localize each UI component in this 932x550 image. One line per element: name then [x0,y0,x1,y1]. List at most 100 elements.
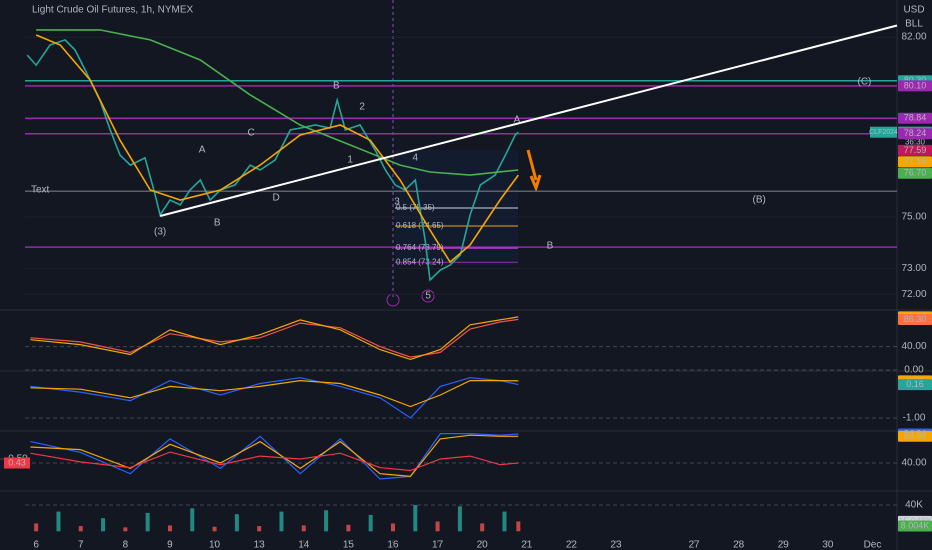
x-tick-label: 10 [209,540,221,550]
wave-label: A [514,115,521,126]
x-tick-label: 20 [477,540,489,550]
price-badge [898,128,932,140]
price-badge-label: 77.59 [904,145,927,155]
x-tick-label: 29 [778,540,790,550]
volume-bar [212,526,217,532]
series-line [26,38,519,282]
price-badge-label: 76.70 [904,168,927,178]
price-badge [898,156,932,168]
wave-label: (C) [857,77,871,88]
symbol-label: CLF2024 [869,129,898,136]
arrow [526,149,542,193]
wave-circle [421,289,435,303]
fib-label: 0.5 (75.35) [396,203,435,212]
price-badge-label: 78.84 [904,113,927,123]
y-tick-label: 73.00 [901,263,926,274]
y-tick-label: 40.00 [901,341,926,352]
price-badge [898,80,932,92]
price-badge [898,430,932,442]
volume-bar [390,523,395,532]
price-badge-label: 78.24 [904,128,927,138]
x-tick-label: 13 [254,540,266,550]
price-badge-label: 89.98 [904,431,927,441]
x-tick-label: 28 [733,540,745,550]
volume-bar [167,525,172,532]
left-badge [4,457,30,469]
volume-bar [301,525,306,532]
series-line [36,29,519,176]
x-tick-label: 7 [78,540,84,550]
x-tick-label: 30 [822,540,834,550]
countdown: 36:30 [905,137,926,146]
trend-line [159,24,898,217]
volume-bar [324,510,329,532]
wave-label: B [214,218,221,229]
y-tick-label: 82.00 [901,32,926,43]
volume-bar [502,511,507,532]
volume-bar [368,514,373,532]
y-tick-label: 75.00 [901,212,926,223]
price-badge-label: 80.30 [904,75,927,85]
fib-label: 0.618 (74.65) [396,221,444,230]
volume-bar [346,524,351,532]
volume-bar [279,511,284,532]
x-tick-label: 14 [298,540,310,550]
price-badge [898,379,932,391]
volume-bar [413,505,418,532]
volume-bar [101,518,106,532]
wave-label: (B) [753,195,766,206]
series-line [30,316,519,361]
price-badge [898,167,932,179]
price-badge [898,112,932,124]
wave-label: B [333,81,340,92]
currency: USD [903,5,924,16]
wave-label: 3 [394,197,400,208]
x-tick-label: 16 [387,540,399,550]
x-tick-label: 17 [432,540,444,550]
x-tick-label: Dec [864,540,882,550]
y-tick-label: 40.00 [901,458,926,469]
volume-bar [78,526,83,532]
x-tick-label: 21 [521,540,533,550]
volume-bar [190,508,195,532]
wave-label: D [273,193,280,204]
volume-bar [257,526,262,532]
price-badge [898,313,932,325]
y-tick-label: 40K [905,500,923,511]
x-tick-label: 6 [33,540,39,550]
series-line [35,34,519,264]
wave-label: 2 [359,102,365,113]
fib-label: 0.854 (73.24) [396,257,444,266]
price-badge-label: 86.30 [904,314,927,324]
unit: BLL [905,19,923,30]
volume-bar [480,523,485,532]
wave-label: 1 [347,155,353,166]
x-tick-label: 9 [167,540,173,550]
chart-title: Light Crude Oil Futures, 1h, NYMEX [32,5,194,16]
price-badge [898,144,932,156]
wave-label: B [547,241,554,252]
volume-bar [145,512,150,532]
volume-bar [516,521,521,532]
wave-label: Text [31,185,50,196]
x-tick-label: 15 [343,540,355,550]
x-tick-label: 8 [123,540,129,550]
y-tick-label: 0.00 [904,365,924,376]
volume-bar [56,511,61,532]
x-tick-label: 22 [566,540,578,550]
volume-bar [123,527,128,532]
wave-label: 4 [413,153,419,164]
volume-bar [435,521,440,532]
symbol-badge [870,126,897,138]
fib-label: 0.764 (73.79) [396,243,444,252]
series-line [30,379,519,408]
price-badge-label: 77.15 [904,156,927,166]
wave-label: (3) [154,227,166,238]
wave-label: C [248,128,255,139]
wave-label: A [199,145,206,156]
wave-label: 5 [425,291,431,302]
price-badge-label: 0.16 [906,379,924,389]
